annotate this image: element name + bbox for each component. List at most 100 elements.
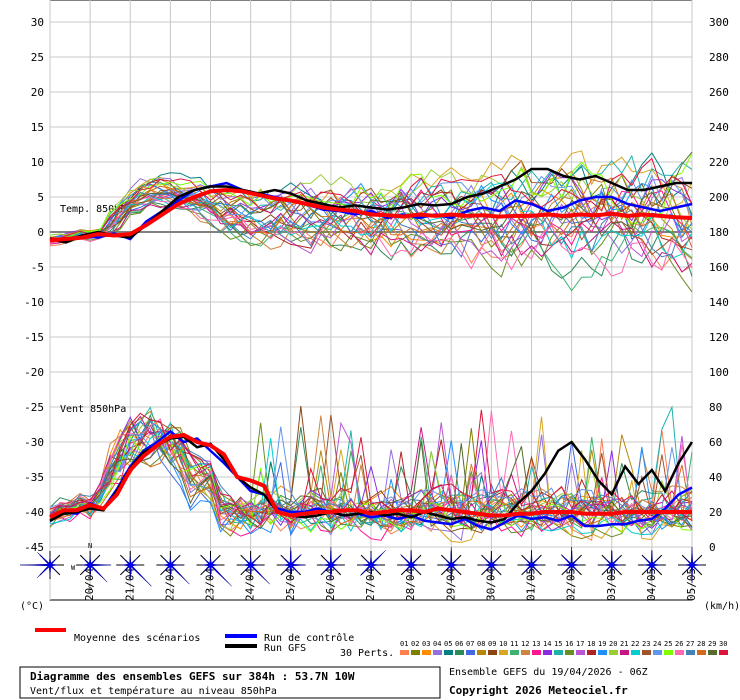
pert-color-swatch [697, 650, 706, 655]
wind-rose-shape [482, 552, 501, 581]
wind-rose [19, 551, 64, 579]
pert-code-label: 21 [620, 640, 628, 648]
x-date-label: 26/04 [324, 568, 337, 601]
pert-code-label: 10 [499, 640, 507, 648]
x-date-label: 28/04 [404, 568, 417, 601]
footer-title: Diagramme des ensembles GEFS sur 384h : … [30, 670, 355, 683]
x-date-label: 04/05 [645, 568, 658, 601]
pert-code-label: 28 [697, 640, 705, 648]
wind-rose [517, 549, 546, 581]
pert-21-temp-line [49, 201, 693, 273]
x-date-label: 02/05 [565, 568, 578, 601]
pert-code-label: 13 [532, 640, 540, 648]
pert-color-swatch [719, 650, 728, 655]
pert-color-swatch [708, 650, 717, 655]
pert-code-label: 02 [411, 640, 419, 648]
wind-rose-shape [522, 549, 541, 581]
x-date-label: 25/04 [284, 568, 297, 601]
pert-color-swatch [587, 650, 596, 655]
pert-27-temp-line [49, 191, 693, 258]
right-tick-label: 100 [709, 366, 729, 379]
pert-color-swatch [510, 650, 519, 655]
pert-code-label: 07 [466, 640, 474, 648]
wind-unit-label: (km/h) [704, 601, 740, 612]
left-tick-label: 20 [31, 86, 44, 99]
wind-rose [357, 549, 387, 579]
left-tick-label: 30 [31, 16, 44, 29]
footer-subtitle: Vent/flux et température au niveau 850hP… [30, 685, 277, 697]
x-date-label: 20/04 [83, 568, 96, 601]
pert-color-swatch [488, 650, 497, 655]
x-date-label: 05/05 [685, 568, 698, 601]
pert-code-label: 14 [543, 640, 551, 648]
mean-temp-line [49, 187, 693, 243]
wind-rose-shape [241, 555, 270, 585]
wind-rose-shape [321, 546, 342, 581]
wind-rose [557, 546, 586, 579]
pert-code-label: 27 [686, 640, 694, 648]
pert-code-label: 30 [719, 640, 727, 648]
pert-code-label: 01 [400, 640, 408, 648]
mean-wind-line [49, 432, 692, 520]
pert-code-label: 23 [642, 640, 650, 648]
left-tick-label: -45 [24, 541, 44, 554]
wind-rose [156, 551, 190, 585]
control-wind-line [49, 429, 693, 531]
pert-code-label: 06 [455, 640, 463, 648]
pert-color-swatch [422, 650, 431, 655]
pert-code-label: 17 [576, 640, 584, 648]
pert-color-swatch [631, 650, 640, 655]
wind-rose [76, 551, 112, 583]
compass-n-label: N [88, 542, 92, 550]
x-date-label: 22/04 [163, 568, 176, 601]
pert-color-swatch [554, 650, 563, 655]
wind-rose [276, 546, 306, 579]
pert-color-swatch [477, 650, 486, 655]
wind-rose-shape [642, 549, 661, 578]
x-date-label: 23/04 [204, 568, 217, 601]
wind-rose-shape [400, 549, 421, 578]
pert-18-temp-line [49, 178, 693, 249]
x-date-label: 03/05 [605, 568, 618, 601]
temp-panel-label: Temp. 850hPa [60, 204, 132, 215]
pert-code-label: 29 [708, 640, 716, 648]
pert-color-swatch [675, 650, 684, 655]
wind-rose-shape [682, 546, 702, 584]
footer-copyright: Copyright 2026 Meteociel.fr [449, 684, 628, 697]
wind-rose [637, 549, 666, 579]
pert-color-swatch [444, 650, 453, 655]
pert-code-label: 19 [598, 640, 606, 648]
wind-rose [196, 551, 232, 587]
wind-rose [477, 551, 506, 581]
temp-unit-label: (°C) [20, 601, 44, 612]
pert-code-label: 25 [664, 640, 672, 648]
wind-rose-shape [281, 546, 306, 575]
wind-rose-shape [121, 555, 152, 587]
compass-s-label: S [88, 584, 92, 592]
pert-30-wind-line [49, 409, 693, 526]
pert-color-swatch [576, 650, 585, 655]
right-tick-label: 80 [709, 401, 722, 414]
wind-rose-shape [442, 546, 461, 584]
wind-rose [236, 551, 270, 585]
pert-color-swatch [565, 650, 574, 655]
pert-color-swatch [642, 650, 651, 655]
wind-rose [397, 549, 426, 579]
pert-10-temp-line [49, 150, 693, 238]
pert-color-swatch [686, 650, 695, 655]
left-tick-label: -40 [24, 506, 44, 519]
right-tick-label: 200 [709, 191, 729, 204]
pert-code-label: 08 [477, 640, 485, 648]
left-tick-label: 25 [31, 51, 44, 64]
compass-w-label: W [71, 564, 76, 572]
footer-run-info: Ensemble GEFS du 19/04/2026 - 06Z [449, 667, 648, 678]
left-tick-label: -35 [24, 471, 44, 484]
left-tick-label: 5 [37, 191, 44, 204]
wind-rose-shape [81, 555, 112, 583]
series-lines [49, 150, 694, 543]
pert-color-swatch [532, 650, 541, 655]
pert-code-label: 04 [433, 640, 441, 648]
legend-gfs-label: Run GFS [264, 643, 306, 654]
pert-code-label: 15 [554, 640, 562, 648]
